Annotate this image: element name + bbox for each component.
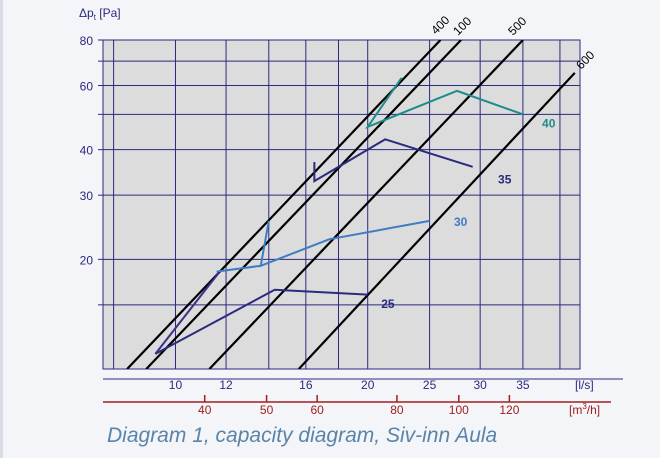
series-line	[216, 219, 430, 273]
x2-tick-label: 80	[390, 403, 404, 417]
duct-line	[145, 40, 462, 369]
x-tick-label: 12	[219, 378, 233, 392]
y-axis-label-unit: [Pa]	[96, 6, 121, 20]
tick-labels: 20 30 40 60 80 10 12 16 20 25 30 35 40 50 60 80 100 120	[80, 34, 530, 417]
x-axis-secondary-unit-label: [m3/h]	[569, 402, 600, 417]
x2-unit-sup: 3	[582, 402, 587, 411]
duct-line-label: 400	[428, 13, 452, 37]
x2-tick-label: 40	[198, 403, 212, 417]
series-label: 35	[498, 173, 512, 187]
series-line	[313, 138, 473, 183]
plot-border	[102, 39, 581, 370]
grid	[98, 39, 623, 403]
y-tick-label: 80	[80, 34, 94, 48]
capacity-chart: 20 30 40 60 80 10 12 16 20 25 30 35 40 50 60 80 100 120 2…	[79, 6, 623, 417]
x-tick-label: 30	[473, 378, 487, 392]
x2-tick-label: 50	[260, 403, 274, 417]
y-tick-label: 30	[80, 189, 94, 203]
y-axis-label: Δpt [Pa]	[79, 6, 121, 22]
duct-line-label: 100	[450, 14, 474, 38]
series-line	[364, 77, 524, 130]
y-tick-label: 60	[80, 80, 94, 94]
x-axis-unit-label: [l/s]	[575, 378, 594, 392]
duct-line	[126, 40, 442, 369]
figure-caption: Diagram 1, capacity diagram, Siv-inn Aul…	[107, 424, 498, 447]
x2-tick-label: 100	[449, 403, 469, 417]
plot-area	[103, 40, 580, 369]
y-axis-label-sub: t	[94, 13, 97, 22]
series-group	[154, 77, 524, 355]
series-labels: 25 30 35 40	[381, 116, 555, 310]
series-label: 25	[381, 297, 395, 311]
series-label: 30	[454, 215, 468, 229]
y-tick-label: 40	[80, 144, 94, 158]
x2-tick-label: 60	[310, 403, 324, 417]
x-tick-label: 10	[169, 378, 183, 392]
series-line	[154, 271, 220, 355]
y-tick-label: 20	[80, 253, 94, 267]
x2-unit-main: [m	[569, 403, 582, 417]
duct-line	[298, 72, 576, 369]
x-tick-label: 25	[423, 378, 437, 392]
x2-tick-label: 120	[499, 403, 519, 417]
x-tick-label: 20	[361, 378, 375, 392]
series-line	[154, 288, 368, 355]
x-tick-label: 16	[299, 378, 313, 392]
duct-line-label: 500	[505, 14, 529, 38]
series-label: 40	[542, 116, 556, 130]
x2-unit-tail: /h]	[587, 403, 600, 417]
y-axis-label-main: Δp	[79, 6, 94, 20]
x-tick-label: 35	[516, 378, 530, 392]
